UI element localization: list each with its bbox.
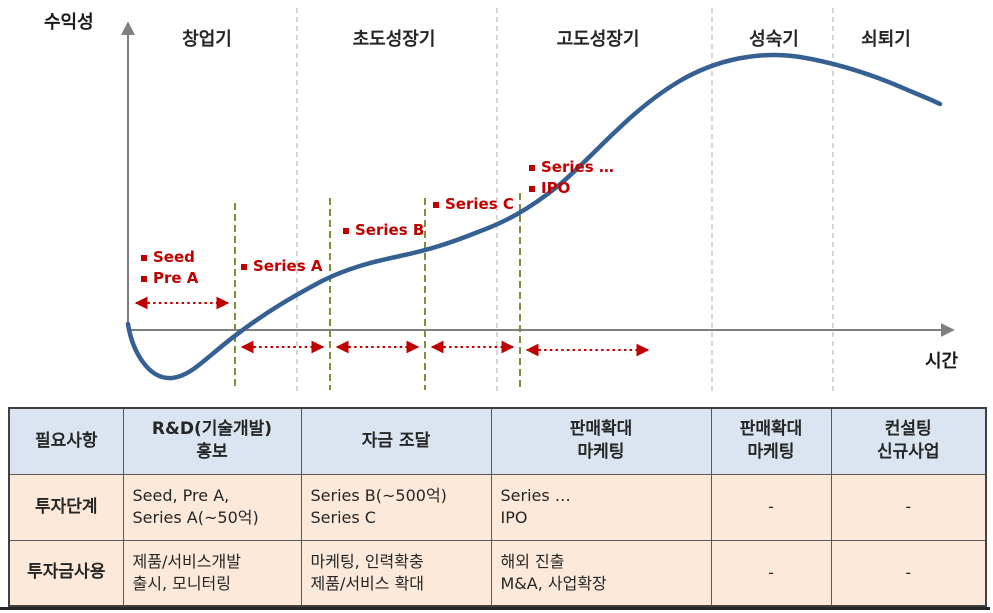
axes bbox=[121, 21, 955, 337]
y-axis-label: 수익성 bbox=[44, 12, 94, 33]
growth-curve-chart: 수익성 시간 창업기 초도성장기 고도성장기 성숙기 쇠퇴기 Seed Pre … bbox=[44, 8, 959, 392]
table-cell: 해외 진출 M&A, 사업확장 bbox=[490, 539, 712, 607]
table-row-fund-usage: 투자금사용 제품/서비스개발 출시, 모니터링 마케팅, 인력확충 제품/서비스… bbox=[8, 539, 987, 607]
col-header-sales-marketing-1: 판매확대 마케팅 bbox=[490, 407, 712, 475]
phase-label-startup: 창업기 bbox=[182, 29, 232, 50]
requirements-table: 필요사항 R&D(기술개발) 홍보 자금 조달 판매확대 마케팅 판매확대 마케… bbox=[8, 407, 987, 607]
duration-arrows bbox=[134, 296, 650, 357]
funding-round-text: Pre A bbox=[153, 269, 199, 287]
funding-label-seed-prea: Seed Pre A bbox=[141, 247, 198, 289]
table-cell: 마케팅, 인력확충 제품/서비스 확대 bbox=[300, 539, 492, 607]
funding-stage-lines bbox=[234, 193, 521, 390]
funding-label-series-a: Series A bbox=[241, 256, 322, 277]
square-bullet-icon bbox=[241, 263, 247, 270]
funding-round-text: Series B bbox=[355, 221, 425, 239]
x-axis-label: 시간 bbox=[925, 351, 959, 372]
square-bullet-icon bbox=[141, 275, 147, 282]
square-bullet-icon bbox=[529, 164, 535, 171]
table-cell: - bbox=[830, 473, 987, 541]
phase-label-maturity: 성숙기 bbox=[749, 29, 799, 50]
col-header-consulting-newbiz: 컨설팅 신규사업 bbox=[830, 407, 987, 475]
row-label-investment-stage: 투자단계 bbox=[8, 473, 124, 541]
table-cell: - bbox=[710, 473, 832, 541]
funding-round-text: IPO bbox=[541, 179, 571, 197]
table-cell: - bbox=[830, 539, 987, 607]
funding-label-series-c: Series C bbox=[433, 194, 514, 215]
phase-label-decline: 쇠퇴기 bbox=[861, 29, 911, 50]
col-header-sales-marketing-2: 판매확대 마케팅 bbox=[710, 407, 832, 475]
col-header-fundraising: 자금 조달 bbox=[300, 407, 492, 475]
square-bullet-icon bbox=[433, 201, 439, 208]
funding-round-text: Series C bbox=[445, 195, 514, 213]
table-cell: - bbox=[710, 539, 832, 607]
funding-round-text: Series A bbox=[253, 257, 323, 275]
col-header-requirements: 필요사항 bbox=[8, 407, 124, 475]
funding-label-series-late-ipo: Series … IPO bbox=[529, 157, 614, 199]
table-cell: Series B(~500억) Series C bbox=[300, 473, 492, 541]
phase-label-initial-growth: 초도성장기 bbox=[352, 29, 436, 50]
table-cell: Series … IPO bbox=[490, 473, 712, 541]
funding-round-text: Series … bbox=[541, 158, 614, 176]
phase-divider-lines bbox=[296, 8, 834, 392]
table-cell: 제품/서비스개발 출시, 모니터링 bbox=[122, 539, 302, 607]
square-bullet-icon bbox=[529, 185, 535, 192]
funding-round-text: Seed bbox=[153, 248, 195, 266]
growth-curve-svg bbox=[121, 8, 955, 392]
phase-label-high-growth: 고도성장기 bbox=[556, 29, 640, 50]
funding-label-series-b: Series B bbox=[343, 220, 424, 241]
square-bullet-icon bbox=[141, 254, 147, 261]
row-label-fund-usage: 투자금사용 bbox=[8, 539, 124, 607]
growth-curve-path bbox=[125, 52, 943, 381]
table-row-investment-stage: 투자단계 Seed, Pre A, Series A(~50억) Series … bbox=[8, 473, 987, 541]
table-header-row: 필요사항 R&D(기술개발) 홍보 자금 조달 판매확대 마케팅 판매확대 마케… bbox=[8, 407, 987, 475]
square-bullet-icon bbox=[343, 227, 349, 234]
table-cell: Seed, Pre A, Series A(~50억) bbox=[122, 473, 302, 541]
bottom-divider bbox=[0, 607, 990, 610]
col-header-rnd-promotion: R&D(기술개발) 홍보 bbox=[122, 407, 302, 475]
